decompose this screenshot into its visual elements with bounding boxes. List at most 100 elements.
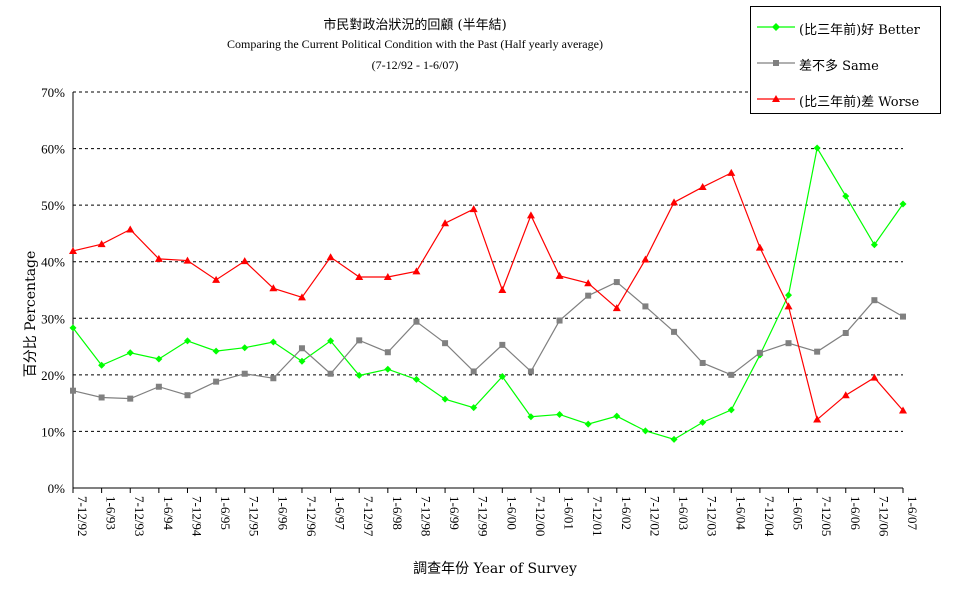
legend-label-better: (比三年前)好 Better	[799, 23, 920, 38]
legend-item-worse: (比三年前)差 Worse	[751, 89, 940, 110]
data-point-better	[241, 344, 249, 352]
data-point-better	[126, 349, 134, 357]
data-point-worse	[555, 271, 564, 279]
x-tick-label: 7-12/92	[75, 496, 90, 536]
data-point-worse	[240, 257, 249, 265]
y-tick-label: 50%	[41, 198, 65, 213]
data-point-better	[813, 144, 821, 152]
x-tick-label: 7-12/01	[590, 496, 605, 536]
x-tick-label: 7-12/05	[819, 496, 834, 536]
x-tick-label: 1-6/04	[733, 496, 748, 530]
x-tick-label: 1-6/96	[275, 496, 290, 530]
data-point-same	[785, 340, 792, 347]
data-point-better	[212, 347, 220, 355]
data-point-worse	[841, 391, 850, 399]
x-tick-label: 1-6/00	[504, 496, 519, 530]
legend-label-worse: (比三年前)差 Worse	[799, 95, 920, 110]
data-point-same	[327, 370, 334, 377]
data-point-same	[613, 279, 620, 286]
y-tick-label: 30%	[41, 311, 65, 326]
x-tick-label: 1-6/94	[161, 496, 176, 530]
x-tick-label: 1-6/06	[848, 496, 863, 530]
data-point-worse	[612, 304, 621, 312]
x-tick-label: 7-12/99	[476, 496, 491, 536]
data-point-worse	[412, 267, 421, 275]
chart-title: 市民對政治狀況的回顧 (半年結)	[323, 18, 507, 33]
data-point-same	[671, 328, 678, 335]
x-tick-label: 7-12/98	[418, 496, 433, 536]
data-point-better	[842, 192, 850, 200]
series-line-better	[72, 146, 904, 440]
data-point-same	[728, 371, 735, 378]
data-point-same	[356, 337, 363, 344]
data-point-better	[498, 373, 506, 381]
data-point-same	[155, 383, 162, 390]
x-tick-label: 7-12/97	[361, 496, 376, 537]
legend-item-better: (比三年前)好 Better	[751, 17, 940, 38]
x-tick-label: 7-12/96	[304, 496, 319, 537]
x-tick-label: 7-12/00	[533, 496, 548, 536]
data-point-better	[355, 371, 363, 379]
data-point-better	[327, 337, 335, 345]
data-point-same	[413, 318, 420, 325]
data-point-worse	[784, 302, 793, 310]
data-point-worse	[326, 253, 335, 261]
data-point-same	[442, 340, 449, 347]
y-tick-label: 10%	[41, 424, 65, 439]
x-tick-label: 1-6/93	[104, 496, 119, 530]
data-point-worse	[355, 272, 364, 280]
data-point-worse	[899, 406, 907, 414]
data-point-better	[613, 412, 621, 420]
data-point-better	[155, 355, 163, 363]
data-point-same	[298, 345, 305, 352]
data-point-better	[556, 410, 564, 418]
y-tick-label: 20%	[41, 368, 65, 383]
data-point-worse	[584, 279, 593, 287]
data-point-better	[441, 395, 449, 403]
data-point-same	[384, 349, 391, 356]
data-point-better	[899, 200, 907, 208]
data-point-same	[585, 292, 592, 299]
data-point-better	[69, 324, 77, 332]
data-point-same	[842, 329, 849, 336]
data-point-same	[556, 317, 563, 324]
legend: (比三年前)好 Better 差不多 Same (比三年前)差 Worse	[750, 6, 941, 114]
data-point-better	[699, 418, 707, 426]
data-point-worse	[641, 255, 650, 263]
x-tick-label: 1-6/97	[333, 496, 348, 530]
x-tick-label: 1-6/98	[390, 496, 405, 530]
x-tick-label: 7-12/04	[762, 496, 777, 537]
data-point-worse	[441, 219, 450, 227]
data-point-worse	[755, 243, 764, 251]
data-point-worse	[727, 168, 736, 176]
data-point-better	[670, 435, 678, 443]
data-point-worse	[498, 286, 507, 293]
data-point-worse	[526, 211, 535, 219]
x-tick-label: 1-6/05	[791, 496, 806, 530]
data-point-worse	[126, 225, 135, 233]
series-line-worse	[72, 172, 904, 421]
series-line-same	[72, 281, 904, 400]
data-point-same	[814, 348, 821, 355]
data-point-same	[527, 368, 534, 375]
data-point-better	[727, 406, 735, 414]
data-point-same	[241, 370, 248, 377]
y-tick-label: 0%	[48, 481, 66, 496]
data-point-better	[785, 291, 793, 299]
x-tick-label: 7-12/93	[132, 496, 147, 536]
data-point-worse	[269, 284, 278, 292]
legend-line-better-icon	[757, 23, 795, 31]
data-point-better	[269, 338, 277, 346]
data-point-better	[641, 427, 649, 435]
legend-line-same-icon	[757, 60, 795, 66]
data-point-worse	[813, 415, 822, 423]
x-tick-label: 1-6/95	[218, 496, 233, 530]
data-point-better	[98, 361, 106, 369]
data-point-same	[499, 341, 506, 348]
data-point-same	[900, 313, 906, 320]
legend-line-worse-icon	[757, 95, 795, 102]
data-point-worse	[698, 183, 707, 191]
data-point-same	[184, 392, 191, 399]
data-point-same	[642, 303, 649, 310]
